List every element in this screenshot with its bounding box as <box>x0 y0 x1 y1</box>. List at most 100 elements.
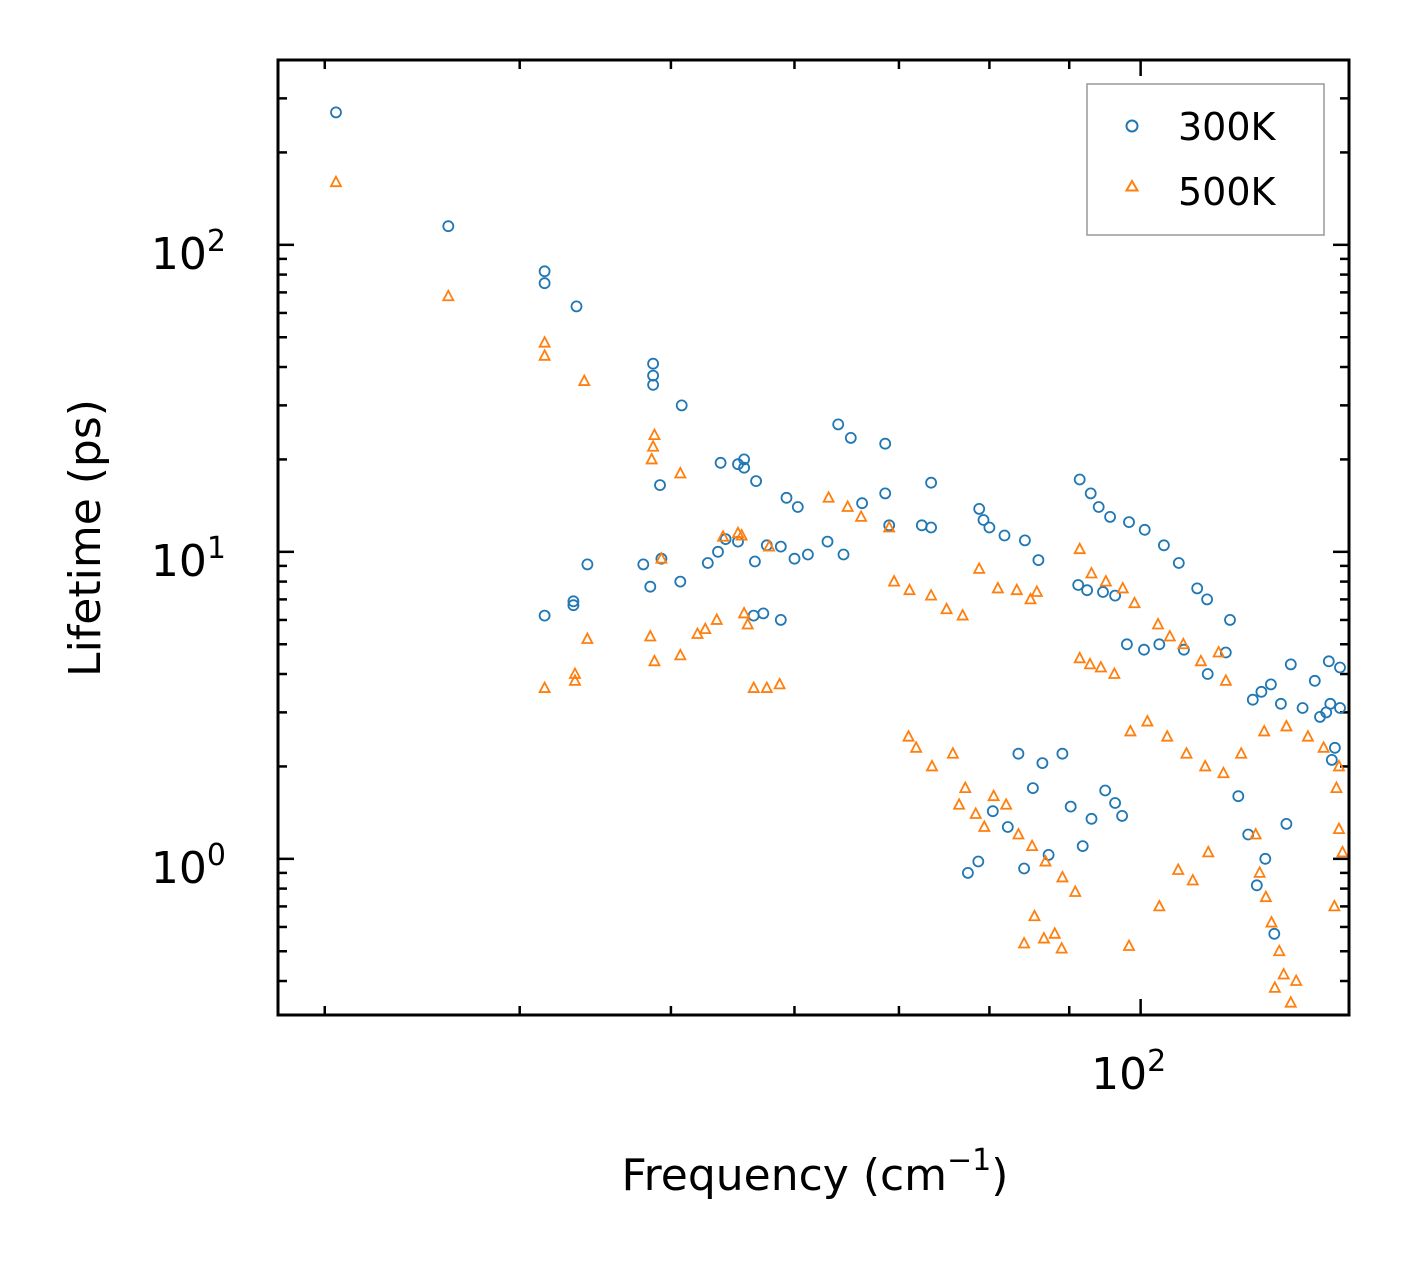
point-500k <box>1259 889 1273 903</box>
point-300k <box>538 265 551 278</box>
point-500k <box>1073 541 1087 555</box>
point-500k <box>647 653 661 667</box>
point-500k <box>735 528 749 541</box>
point-500k <box>1253 865 1267 878</box>
point-500k <box>1264 915 1278 928</box>
point-500k <box>1268 980 1282 993</box>
point-500k <box>1017 936 1031 949</box>
point-300k <box>1268 927 1281 940</box>
point-300k <box>832 418 845 431</box>
series-300k <box>330 106 1346 940</box>
point-300k <box>780 491 793 504</box>
point-300k <box>1085 812 1098 825</box>
point-300k <box>637 558 650 571</box>
point-500k <box>1151 617 1165 630</box>
point-500k <box>1068 884 1082 897</box>
point-500k <box>999 797 1013 810</box>
x-tick-label: 102 <box>1091 1044 1166 1100</box>
point-500k <box>654 551 668 564</box>
point-500k <box>1329 780 1343 793</box>
point-500k <box>773 676 787 690</box>
point-500k <box>1010 582 1024 596</box>
point-500k <box>329 174 343 188</box>
point-500k <box>1107 666 1121 679</box>
point-500k <box>538 680 552 693</box>
point-300k <box>581 558 594 571</box>
point-500k <box>1284 995 1298 1008</box>
point-300k <box>802 548 814 561</box>
point-300k <box>844 431 857 444</box>
point-300k <box>983 521 996 534</box>
point-500k <box>1186 873 1200 886</box>
point-300k <box>738 453 750 466</box>
point-500k <box>1055 869 1069 883</box>
point-300k <box>757 607 770 620</box>
point-500k <box>1171 862 1185 875</box>
point-500k <box>1038 854 1052 867</box>
point-300k <box>972 855 985 868</box>
legend: 300K 500K <box>1086 83 1325 236</box>
legend-marker-500k <box>1124 179 1140 192</box>
point-500k <box>1116 580 1130 594</box>
point-500k <box>1301 729 1315 742</box>
point-300k <box>998 529 1011 542</box>
point-300k <box>1092 501 1105 513</box>
point-300k <box>654 479 666 492</box>
point-500k <box>1025 838 1039 852</box>
point-300k <box>1018 862 1030 875</box>
point-300k <box>1116 810 1128 822</box>
legend-marker-300k <box>1125 119 1139 133</box>
point-300k <box>1109 589 1121 602</box>
point-500k <box>1198 758 1212 772</box>
point-300k <box>774 540 787 553</box>
point-500k <box>568 673 582 686</box>
point-300k <box>1308 674 1321 687</box>
point-500k <box>1027 908 1041 922</box>
point-300k <box>1084 487 1097 500</box>
point-500k <box>1332 758 1346 772</box>
x-axis-label: Frequency (cm−1) <box>622 1143 1009 1201</box>
point-500k <box>568 666 582 679</box>
point-500k <box>1212 645 1226 658</box>
point-500k <box>1099 574 1113 587</box>
point-500k <box>1048 926 1062 939</box>
point-300k <box>719 533 732 545</box>
point-300k <box>1042 849 1055 861</box>
legend-label-500k: 500K <box>1178 170 1277 214</box>
major-ticks <box>278 60 1349 1015</box>
point-300k <box>973 502 986 515</box>
plot-frame <box>276 58 1351 1017</box>
point-300k <box>644 580 657 593</box>
point-300k <box>567 599 580 612</box>
point-300k <box>1081 584 1093 597</box>
point-300k <box>1158 539 1170 552</box>
point-300k <box>856 497 868 510</box>
point-300k <box>1224 614 1236 626</box>
point-300k <box>1250 879 1263 892</box>
point-300k <box>1073 473 1086 486</box>
point-300k <box>986 805 999 818</box>
point-500k <box>698 621 712 635</box>
point-300k <box>1172 557 1185 569</box>
point-300k <box>1019 534 1031 547</box>
point-300k <box>1314 711 1326 723</box>
point-500k <box>1163 629 1177 642</box>
point-300k <box>1324 697 1337 710</box>
point-300k <box>1322 655 1335 668</box>
point-500k <box>1123 724 1137 737</box>
point-500k <box>1122 938 1136 951</box>
data-points <box>329 106 1349 1008</box>
point-500k <box>969 806 983 819</box>
point-300k <box>1064 800 1077 813</box>
point-500k <box>1094 660 1108 673</box>
point-500k <box>1160 729 1174 742</box>
legend-box <box>1086 83 1325 236</box>
point-500k <box>645 451 659 465</box>
point-300k <box>879 487 892 500</box>
point-500k <box>1128 595 1141 609</box>
point-300k <box>1138 523 1151 536</box>
point-500k <box>710 612 724 625</box>
point-300k <box>925 476 937 489</box>
point-300k <box>1123 516 1135 528</box>
point-300k <box>750 475 762 488</box>
